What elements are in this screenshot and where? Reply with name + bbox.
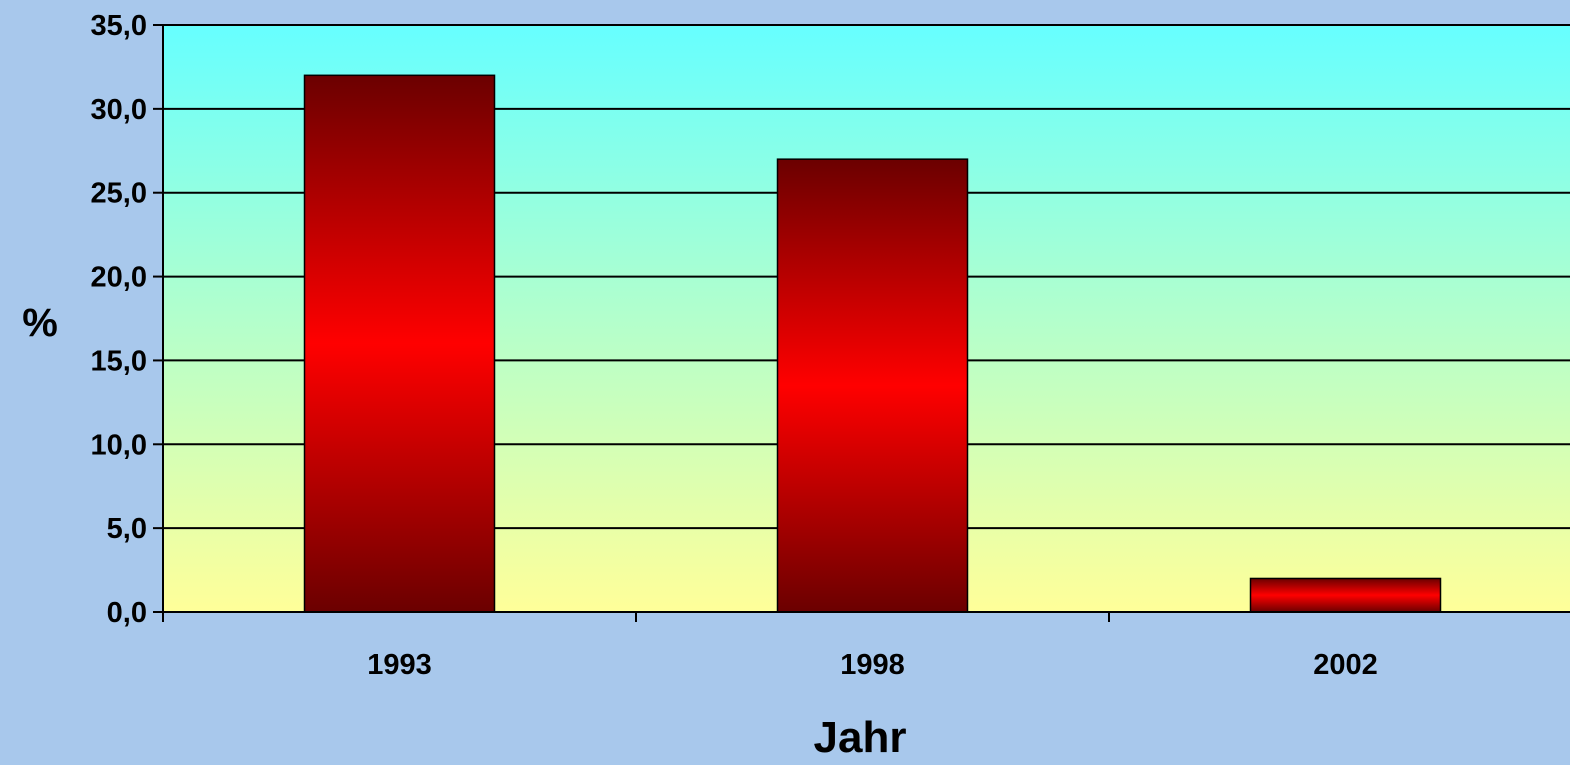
y-tick-label: 30,0 (91, 94, 147, 126)
x-tick-label: 1993 (367, 649, 432, 681)
y-tick-label: 15,0 (91, 345, 147, 377)
y-axis-title: % (22, 301, 58, 345)
y-tick-label: 10,0 (91, 429, 147, 461)
x-tick-label: 2002 (1313, 649, 1378, 681)
x-axis-title: Jahr (814, 713, 907, 760)
axes: 0,0 5,0 10,0 15,0 20,0 25,0 30,0 35,0 1993 1998 20… (91, 10, 1570, 681)
bar-1998 (776, 158, 969, 613)
y-tick-label: 0,0 (107, 597, 147, 629)
bar-1993 (303, 74, 496, 613)
bars (303, 74, 1442, 613)
x-tick-label: 1998 (840, 649, 905, 681)
bar-2002 (1249, 577, 1442, 613)
y-tick-label: 35,0 (91, 10, 147, 42)
y-tick-label: 25,0 (91, 178, 147, 210)
y-tick-label: 20,0 (91, 262, 147, 294)
y-tick-label: 5,0 (107, 513, 147, 545)
